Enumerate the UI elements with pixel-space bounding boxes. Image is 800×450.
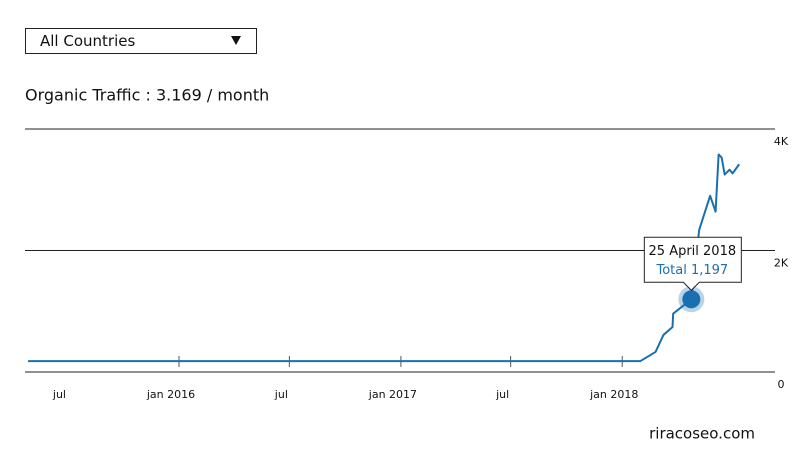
traffic-line [28,153,741,363]
x-tick-label: jul [274,388,288,401]
x-tick-label: jan 2017 [368,388,417,401]
tooltip: 25 April 2018 Total 1,197 [643,236,742,291]
y-tick-label: 2K [774,257,789,270]
tooltip-box [643,236,742,291]
x-tick-label: jan 2016 [146,388,195,401]
tooltip-value: Total 1,197 [655,263,728,278]
dropdown-text: All Countries [40,32,135,50]
dropdown-box[interactable] [25,28,257,54]
y-tick-label: 4K [774,135,789,148]
hover-point [682,290,701,309]
dropdown-arrow [231,36,241,45]
footer-brand: riracoseo.com [649,425,755,443]
chart-title: Organic Traffic : 3.169 / month [25,86,269,105]
x-tick-label: jul [495,388,509,401]
country-dropdown[interactable]: All Countries [25,28,257,54]
tooltip-date: 25 April 2018 [649,244,737,259]
x-tick-label: jan 2018 [589,388,638,401]
x-tick-label: jul [52,388,66,401]
y-tick-label: 0 [778,378,785,391]
